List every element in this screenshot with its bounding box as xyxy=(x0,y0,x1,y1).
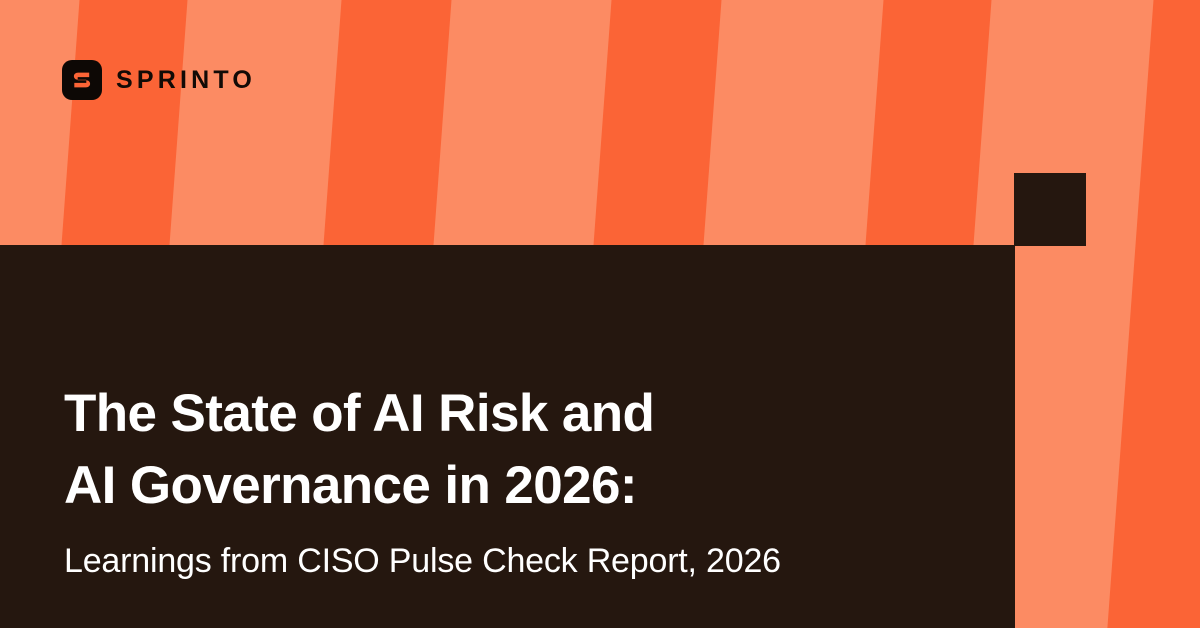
page-title: The State of AI Risk and AI Governance i… xyxy=(64,384,655,515)
dark-content-panel xyxy=(0,245,1015,628)
sprinto-logo[interactable]: SPRINTO xyxy=(62,60,256,100)
background-stripe-5 xyxy=(1105,0,1200,628)
page-subtitle: Learnings from CISO Pulse Check Report, … xyxy=(64,542,781,580)
dark-accent-square xyxy=(1014,173,1086,246)
sprinto-s-logo-icon xyxy=(62,60,102,100)
hero-text-block: The State of AI Risk and AI Governance i… xyxy=(64,378,964,582)
sprinto-wordmark: SPRINTO xyxy=(116,65,257,94)
